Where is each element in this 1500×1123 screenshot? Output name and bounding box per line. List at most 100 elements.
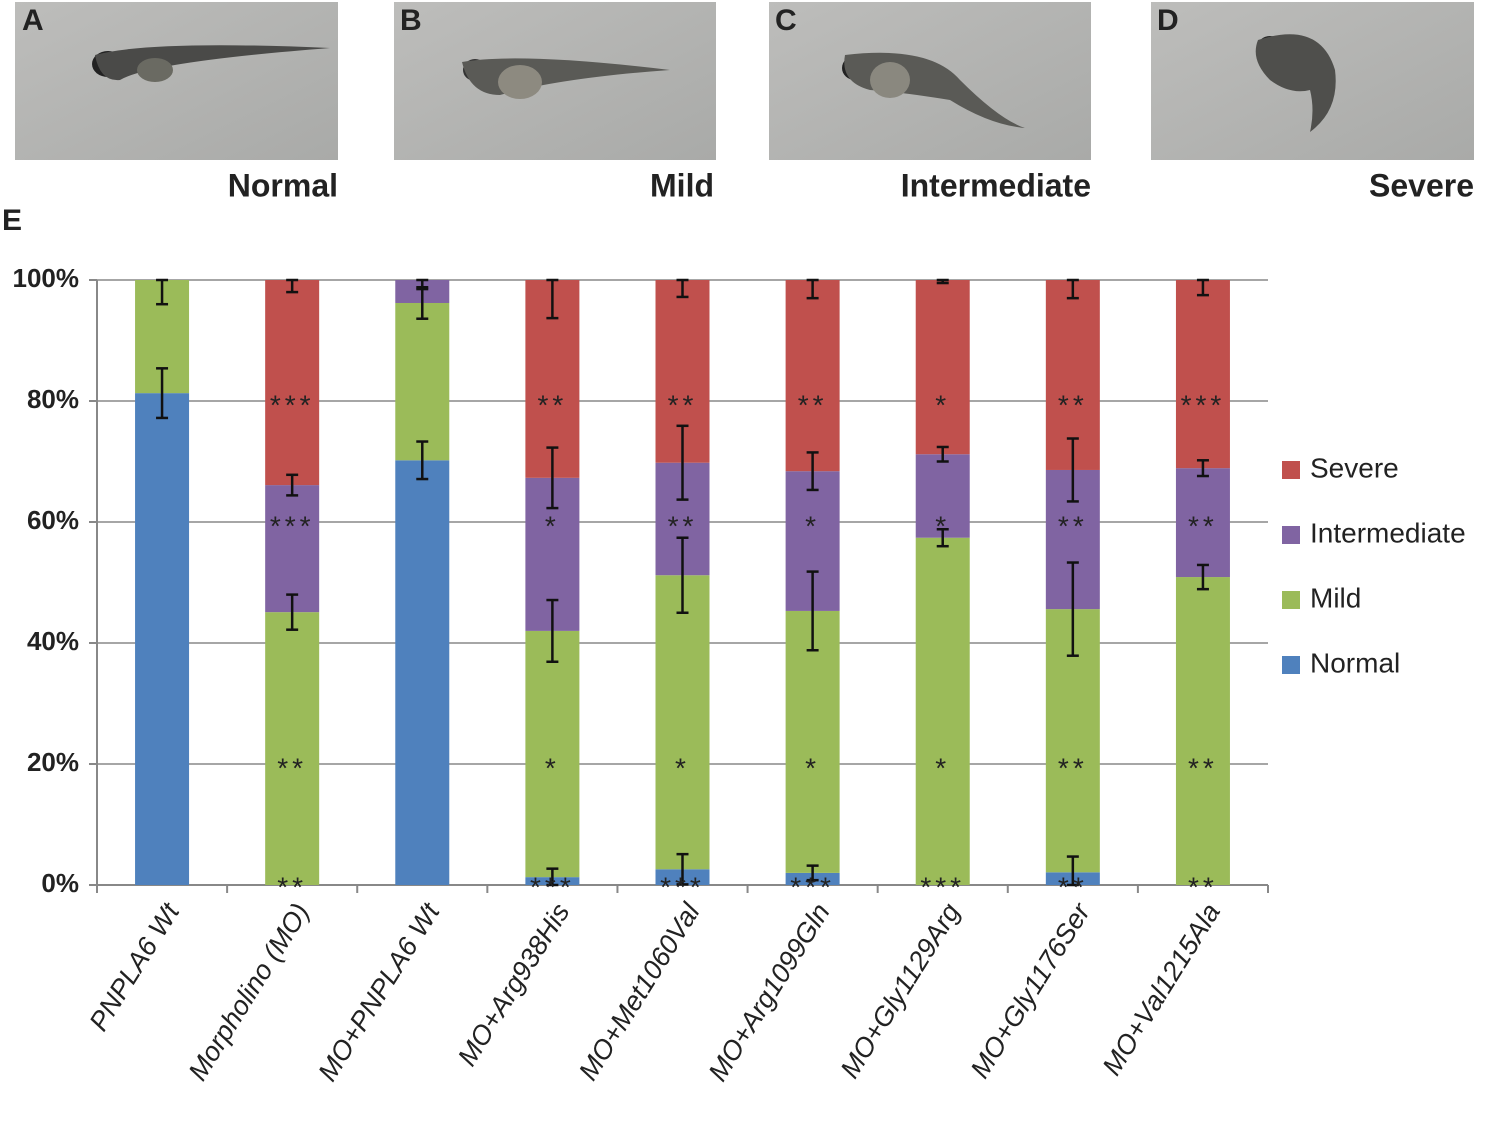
error-bar: [676, 536, 689, 614]
significance-stars: *: [675, 752, 690, 783]
y-tick-label: 40%: [27, 626, 79, 656]
significance-stars: *: [935, 510, 950, 541]
legend-swatch: [1282, 526, 1300, 544]
error-bar: [1066, 855, 1079, 887]
bar-segment: [785, 280, 840, 472]
legend-label: Intermediate: [1310, 517, 1466, 548]
y-tick-label: 0%: [41, 868, 79, 898]
x-tick-label: MO+Gly1176Ser: [965, 897, 1097, 1083]
panel-caption: Intermediate: [901, 167, 1091, 203]
error-bar: [936, 445, 949, 463]
error-bar: [806, 864, 819, 882]
significance-stars: ***: [530, 871, 575, 902]
error-bar: [936, 278, 949, 285]
panel-letter: D: [1157, 4, 1179, 37]
x-tick-label: Morpholino (MO): [183, 898, 316, 1086]
error-bar: [156, 367, 169, 420]
y-tick-label: 80%: [27, 384, 79, 414]
significance-stars: *: [935, 752, 950, 783]
bar-segment: [915, 454, 970, 538]
legend-swatch: [1282, 591, 1300, 609]
significance-stars: **: [668, 389, 698, 420]
significance-stars: **: [798, 389, 828, 420]
significance-stars: **: [277, 871, 307, 902]
bar-segment: [1175, 577, 1230, 885]
error-bar: [286, 278, 299, 294]
bar-segment: [395, 460, 450, 885]
panel-caption: Normal: [228, 167, 338, 203]
error-bar: [1066, 561, 1079, 657]
significance-stars: ***: [1181, 389, 1226, 420]
error-bar: [416, 278, 429, 291]
error-bar: [676, 278, 689, 299]
error-bar: [286, 473, 299, 497]
photo-a: [15, 2, 338, 160]
panel-caption: Mild: [650, 167, 714, 203]
panel-letter: E: [2, 204, 22, 237]
significance-stars: ***: [790, 871, 835, 902]
bar-segment: [915, 537, 970, 885]
significance-stars: ***: [270, 510, 315, 541]
x-tick-label: MO+Val1215Ala: [1097, 898, 1227, 1080]
photo-d: [1151, 2, 1474, 160]
significance-stars: **: [1058, 510, 1088, 541]
error-bar: [676, 424, 689, 501]
significance-stars: **: [1058, 752, 1088, 783]
significance-stars: **: [668, 510, 698, 541]
legend-label: Mild: [1310, 582, 1361, 613]
x-tick-label: PNPLA6 Wt: [83, 897, 186, 1036]
bar-segment: [1175, 280, 1230, 469]
significance-stars: **: [1188, 871, 1218, 902]
significance-stars: ***: [270, 389, 315, 420]
error-bar: [156, 278, 169, 306]
bar-segment: [1175, 468, 1230, 578]
y-tick-label: 100%: [13, 263, 80, 293]
panel-letter: A: [22, 4, 44, 37]
photo-c: [769, 2, 1091, 160]
error-bar: [806, 570, 819, 652]
error-bar: [286, 593, 299, 631]
error-bar: [416, 440, 429, 481]
bar-segment: [265, 280, 320, 486]
panel-letter: B: [400, 4, 422, 37]
error-bar: [1196, 278, 1209, 297]
significance-stars: **: [1058, 389, 1088, 420]
significance-stars: *: [545, 510, 560, 541]
bar-segment: [655, 575, 710, 870]
bar-segment: [395, 302, 450, 461]
error-bar: [806, 278, 819, 300]
significance-stars: **: [277, 752, 307, 783]
panel-caption: Severe: [1369, 167, 1474, 203]
significance-stars: ***: [920, 871, 965, 902]
bar-segment: [265, 612, 320, 885]
legend-label: Normal: [1310, 647, 1400, 678]
bar-segment: [135, 393, 190, 885]
x-tick-label: MO+Arg1099Gln: [703, 898, 836, 1086]
error-bar: [546, 867, 559, 887]
error-bar: [806, 451, 819, 492]
legend-swatch: [1282, 461, 1300, 479]
significance-stars: **: [1058, 871, 1088, 902]
x-tick-label: MO+Gly1129Arg: [835, 898, 966, 1083]
bar-segment: [915, 280, 970, 455]
significance-stars: *: [805, 510, 820, 541]
x-tick-label: MO+Arg938His: [452, 898, 576, 1071]
significance-stars: ***: [660, 871, 705, 902]
y-tick-label: 60%: [27, 505, 79, 535]
significance-stars: **: [1188, 510, 1218, 541]
error-bar: [676, 852, 689, 886]
significance-stars: **: [537, 389, 567, 420]
legend-label: Severe: [1310, 452, 1399, 483]
error-bar: [1066, 437, 1079, 503]
error-bar: [546, 446, 559, 510]
y-tick-label: 20%: [27, 747, 79, 777]
bar-segment: [785, 610, 840, 873]
bar-segment: [525, 630, 580, 878]
error-bar: [936, 528, 949, 548]
photo-b: [394, 2, 716, 160]
significance-stars: *: [545, 752, 560, 783]
legend-swatch: [1282, 656, 1300, 674]
bar-segment: [265, 485, 320, 613]
error-bar: [546, 278, 559, 320]
